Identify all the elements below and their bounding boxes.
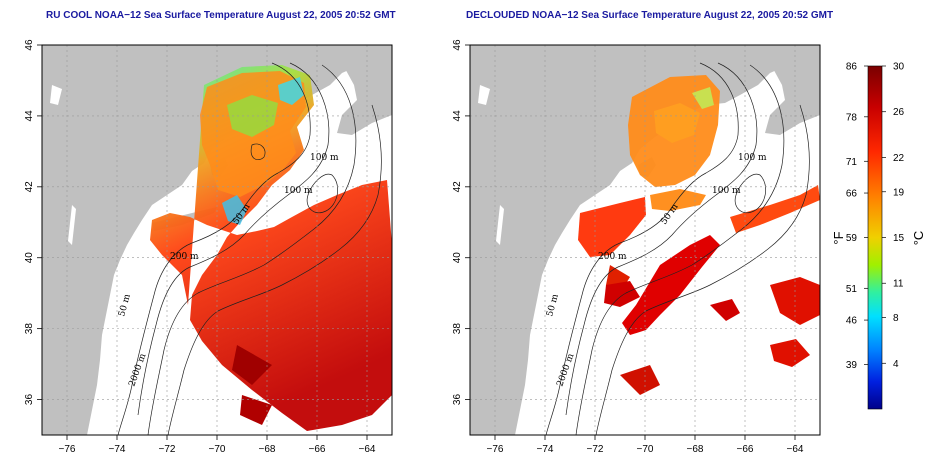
contour-label: 100 m	[284, 186, 313, 196]
x-tick-label: −72	[587, 444, 604, 455]
celsius-tick-label: 19	[893, 187, 905, 198]
y-tick-label: 40	[24, 252, 35, 264]
left-grid	[42, 44, 392, 435]
fahrenheit-tick-label: 39	[846, 360, 858, 371]
x-tick-label: −74	[109, 444, 126, 455]
y-tick-label: 40	[452, 252, 463, 264]
fahrenheit-tick-label: 51	[846, 284, 858, 295]
left-axis-ticks: −76 −74 −72 −70 −68 −66 −64 36 38 40 42 44 46	[24, 39, 376, 455]
y-tick-label: 38	[452, 323, 463, 335]
celsius-scale: 30 26 22 19 15 11 8 4	[882, 62, 905, 370]
right-map: 100 m 100 m 50 m 200 m 50 m 2000 m −76 −7…	[452, 39, 821, 455]
celsius-unit-label: °C	[911, 231, 926, 246]
celsius-tick-label: 30	[893, 62, 905, 73]
fahrenheit-tick-label: 59	[846, 233, 858, 244]
x-tick-label: −68	[259, 444, 276, 455]
y-tick-label: 36	[452, 394, 463, 406]
colorbar: 86 78 71 66 59 51 46 39 30 26 22 19 15 11 8 4 °F °C	[831, 62, 926, 410]
contour-label: 100 m	[738, 153, 767, 163]
y-tick-label: 38	[24, 323, 35, 335]
celsius-tick-label: 15	[893, 233, 905, 244]
celsius-tick-label: 22	[893, 153, 905, 164]
celsius-tick-label: 26	[893, 107, 905, 118]
y-tick-label: 46	[24, 39, 35, 51]
fahrenheit-scale: 86 78 71 66 59 51 46 39	[846, 62, 868, 371]
x-tick-label: −66	[309, 444, 326, 455]
y-tick-label: 44	[452, 110, 463, 122]
right-map-title: DECLOUDED NOAA−12 Sea Surface Temperatur…	[466, 10, 834, 21]
x-tick-label: −70	[209, 444, 226, 455]
x-tick-label: −64	[359, 444, 376, 455]
fahrenheit-tick-label: 66	[846, 189, 858, 200]
contour-label: 200 m	[598, 252, 627, 262]
x-tick-label: −68	[687, 444, 704, 455]
x-tick-label: −70	[637, 444, 654, 455]
y-tick-label: 46	[452, 39, 463, 51]
y-tick-label: 42	[24, 181, 35, 193]
y-tick-label: 44	[24, 110, 35, 122]
x-tick-label: −64	[787, 444, 804, 455]
y-tick-label: 42	[452, 181, 463, 193]
right-axis-ticks: −76 −74 −72 −70 −68 −66 −64 36 38 40 42 44 46	[452, 39, 804, 455]
x-tick-label: −76	[59, 444, 76, 455]
contour-label: 100 m	[712, 186, 741, 196]
x-tick-label: −74	[537, 444, 554, 455]
x-tick-label: −72	[159, 444, 176, 455]
celsius-tick-label: 4	[893, 359, 899, 370]
left-map: 100 m 100 m 50 m 200 m 50 m 2000 m −76 −7…	[24, 39, 393, 455]
y-tick-label: 36	[24, 394, 35, 406]
fahrenheit-tick-label: 78	[846, 112, 858, 123]
x-tick-label: −76	[487, 444, 504, 455]
fahrenheit-unit-label: °F	[831, 231, 846, 244]
left-map-title: RU COOL NOAA−12 Sea Surface Temperature …	[46, 10, 396, 21]
celsius-tick-label: 11	[893, 279, 904, 290]
colorbar-gradient	[867, 65, 883, 410]
contour-label: 100 m	[310, 153, 339, 163]
x-tick-label: −66	[737, 444, 754, 455]
fahrenheit-tick-label: 86	[846, 62, 858, 73]
celsius-tick-label: 8	[893, 313, 899, 324]
fahrenheit-tick-label: 71	[846, 157, 858, 168]
contour-label: 200 m	[170, 252, 199, 262]
fahrenheit-tick-label: 46	[846, 316, 858, 327]
